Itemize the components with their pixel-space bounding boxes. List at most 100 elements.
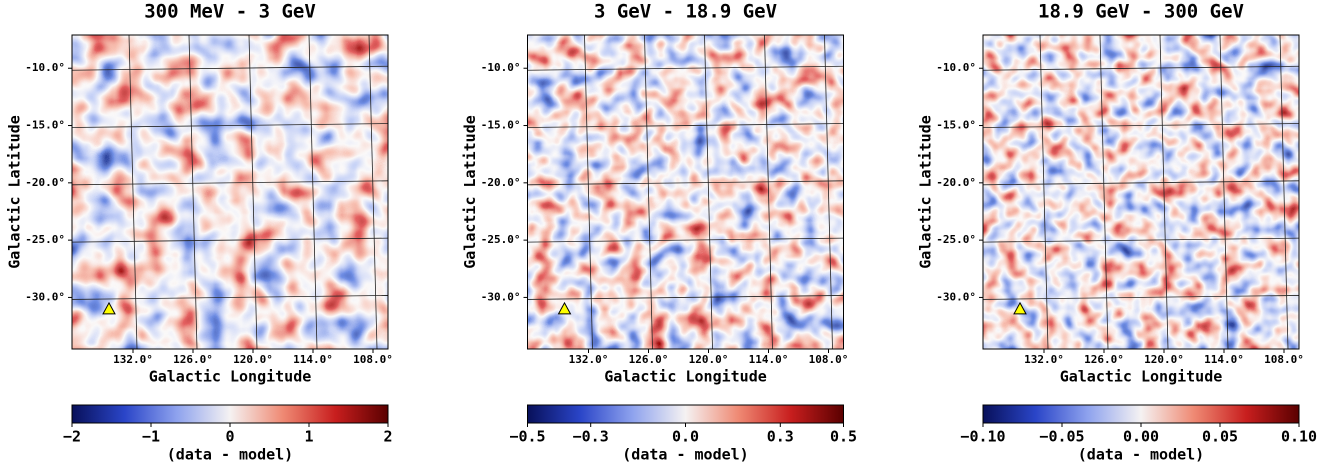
panel-title: 3 GeV - 18.9 GeV xyxy=(594,1,777,23)
colorbar-tick-label: −2 xyxy=(63,428,81,446)
y-tick-label: -10.0° xyxy=(936,61,976,74)
grid-line xyxy=(72,123,388,128)
grid-line xyxy=(1039,35,1049,349)
colorbar-tick-label: −1 xyxy=(142,428,160,446)
colorbar-tick-label: 0.0 xyxy=(672,428,699,446)
map-frame xyxy=(527,34,844,350)
y-axis-label: Galactic Latitude xyxy=(6,115,24,269)
x-axis-label: Galactic Longitude xyxy=(149,368,312,386)
colorbar-tick-label: 1 xyxy=(304,428,313,446)
colorbar-tick-label: 0 xyxy=(225,428,234,446)
x-tick-label: 108.0° xyxy=(809,353,849,366)
colorbar-label: (data - model) xyxy=(167,446,293,464)
x-tick-label: 126.0° xyxy=(629,353,669,366)
map-frame xyxy=(71,34,389,350)
y-tick-label: -15.0° xyxy=(25,119,65,132)
residual-map xyxy=(72,35,388,349)
grid-line xyxy=(1279,35,1289,349)
y-tick-label: -25.0° xyxy=(25,233,65,246)
x-tick-label: 126.0° xyxy=(173,353,213,366)
grid-line xyxy=(1159,35,1169,349)
panel-title: 18.9 GeV - 300 GeV xyxy=(1038,1,1244,23)
grid-line xyxy=(527,65,844,71)
grid-line xyxy=(704,35,713,349)
colorbar-label: (data - model) xyxy=(1078,446,1204,464)
x-tick-label: 120.0° xyxy=(1144,353,1184,366)
colorbar-tick-label: 2 xyxy=(383,428,392,446)
x-tick-label: 114.0° xyxy=(293,353,333,366)
panel-title: 300 MeV - 3 GeV xyxy=(144,1,316,23)
colorbar xyxy=(71,404,389,424)
y-tick-label: -15.0° xyxy=(481,119,521,132)
colorbar-tick-label: −0.10 xyxy=(960,428,1005,446)
colorbar-tick-label: 0.00 xyxy=(1123,428,1159,446)
y-axis-label: Galactic Latitude xyxy=(917,115,935,269)
colorbar-tick-label: −0.05 xyxy=(1039,428,1084,446)
colorbar-tick-label: 0.10 xyxy=(1281,428,1317,446)
x-tick-label: 132.0° xyxy=(113,353,153,366)
x-axis-label: Galactic Longitude xyxy=(1060,368,1223,386)
residual-map xyxy=(527,35,844,349)
x-tick-label: 114.0° xyxy=(1204,353,1244,366)
colorbar-tick-label: −0.3 xyxy=(573,428,609,446)
x-tick-label: 120.0° xyxy=(233,353,273,366)
source-marker xyxy=(557,301,572,315)
x-tick-label: 114.0° xyxy=(749,353,789,366)
y-tick-label: -20.0° xyxy=(481,176,521,189)
grid-line xyxy=(72,295,388,300)
y-tick-label: -25.0° xyxy=(481,233,521,246)
graticule xyxy=(983,35,1299,349)
grid-line xyxy=(1099,35,1109,349)
grid-line xyxy=(527,295,844,300)
y-tick-label: -20.0° xyxy=(25,176,65,189)
grid-line xyxy=(983,295,1299,300)
source-marker xyxy=(102,301,116,315)
graticule xyxy=(527,35,844,349)
y-tick-label: -15.0° xyxy=(936,119,976,132)
x-axis-label: Galactic Longitude xyxy=(604,368,767,386)
source-marker xyxy=(1013,301,1027,315)
grid-line xyxy=(368,35,378,349)
residual-map xyxy=(983,35,1299,349)
grid-line xyxy=(248,35,258,349)
colorbar-tick-label: 0.5 xyxy=(830,428,857,446)
grid-line xyxy=(824,35,833,349)
x-tick-label: 132.0° xyxy=(569,353,609,366)
grid-line xyxy=(983,65,1299,71)
y-tick-label: -25.0° xyxy=(936,233,976,246)
x-tick-label: 108.0° xyxy=(1264,353,1304,366)
x-tick-label: 126.0° xyxy=(1084,353,1124,366)
grid-line xyxy=(72,65,388,71)
y-tick-label: -10.0° xyxy=(25,61,65,74)
map-frame xyxy=(982,34,1300,350)
y-tick-label: -30.0° xyxy=(481,290,521,303)
x-tick-label: 132.0° xyxy=(1024,353,1064,366)
y-tick-label: -20.0° xyxy=(936,176,976,189)
grid-line xyxy=(72,180,388,186)
y-tick-label: -10.0° xyxy=(481,61,521,74)
colorbar xyxy=(982,404,1300,424)
y-tick-label: -30.0° xyxy=(25,290,65,303)
grid-line xyxy=(983,237,1299,243)
grid-line xyxy=(72,237,388,243)
grid-line xyxy=(527,123,844,128)
x-tick-label: 120.0° xyxy=(689,353,729,366)
colorbar-tick-label: 0.3 xyxy=(767,428,794,446)
grid-line xyxy=(188,35,198,349)
graticule xyxy=(72,35,388,349)
colorbar-label: (data - model) xyxy=(622,446,748,464)
y-axis-label: Galactic Latitude xyxy=(461,115,479,269)
grid-line xyxy=(983,180,1299,186)
grid-line xyxy=(983,123,1299,128)
colorbar-tick-label: −0.5 xyxy=(509,428,545,446)
grid-line xyxy=(527,237,844,243)
x-tick-label: 108.0° xyxy=(353,353,393,366)
colorbar xyxy=(527,404,844,424)
y-tick-label: -30.0° xyxy=(936,290,976,303)
grid-line xyxy=(584,35,593,349)
grid-line xyxy=(128,35,138,349)
grid-line xyxy=(527,180,844,186)
colorbar-tick-label: 0.05 xyxy=(1202,428,1238,446)
